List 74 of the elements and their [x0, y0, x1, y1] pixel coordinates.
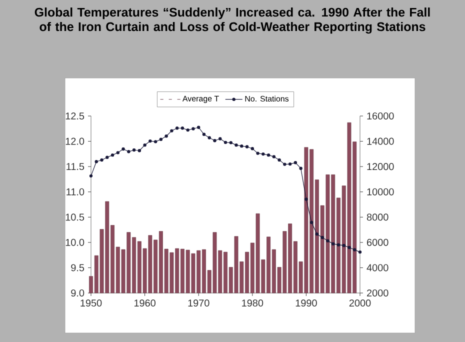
point [234, 143, 238, 147]
y-tick-label: 11.0 [66, 188, 84, 196]
point [336, 243, 340, 246]
point [250, 147, 254, 150]
point [304, 198, 308, 201]
y-tick-label: 12.0 [66, 138, 84, 145]
y-tick-label: 9.0 [71, 289, 84, 297]
point [159, 138, 163, 141]
point [170, 129, 174, 132]
y-tick-label: 10.0 [66, 238, 84, 246]
point [262, 152, 265, 156]
point [353, 248, 356, 252]
y2-tick-label: 6000 [367, 238, 388, 246]
point [148, 139, 152, 143]
point [342, 244, 346, 248]
point [294, 161, 298, 164]
y-tick-label: 9.5 [71, 264, 84, 272]
x-tick-label: 1990 [296, 300, 317, 307]
y2-tick-label: 8000 [366, 214, 388, 221]
point [266, 153, 270, 157]
point [245, 145, 249, 148]
y2-tick-label: 10000 [367, 188, 394, 196]
point [278, 158, 281, 162]
point [164, 134, 168, 138]
point [192, 127, 195, 130]
point [122, 147, 125, 151]
point [240, 144, 244, 148]
point [143, 143, 146, 147]
chart-title: Global Temperatures “Suddenly” Increased ca. 1990 After the Fall of the Iron Curtain and Loss of Cold-Weather Reporting Stations [34, 8, 430, 34]
point [288, 162, 292, 166]
point [110, 153, 114, 157]
point [100, 158, 104, 162]
point [154, 140, 158, 144]
x-tick-label: 1970 [188, 300, 210, 307]
y-tick-label: 12.5 [66, 112, 84, 120]
point [256, 152, 260, 155]
point [138, 149, 142, 152]
point [186, 128, 190, 132]
x-tick-label: 1960 [134, 300, 156, 307]
point [116, 151, 120, 154]
point [310, 220, 314, 224]
y2-tick-label: 12000 [367, 163, 394, 170]
point [218, 137, 222, 140]
point [89, 174, 93, 178]
point [224, 140, 228, 144]
point [180, 126, 184, 130]
x-tick-label: 1980 [242, 300, 264, 307]
point [320, 236, 324, 240]
y2-tick-label: 4000 [366, 264, 388, 272]
y2-tick-label: 16000 [367, 112, 394, 120]
point [208, 136, 211, 140]
point [175, 126, 179, 130]
point [106, 156, 109, 159]
point [272, 155, 276, 158]
y-tick-label: 10.5 [66, 214, 84, 221]
point [315, 232, 319, 236]
y2-tick-label: 14000 [367, 138, 394, 145]
y2-tick-label: 2000 [367, 289, 388, 297]
point [299, 166, 302, 170]
x-tick-label: 2000 [349, 300, 371, 307]
point [229, 141, 232, 144]
y-tick-label: 11.5 [66, 163, 84, 170]
point [332, 242, 335, 246]
point [348, 246, 351, 250]
point [94, 160, 98, 164]
point [202, 132, 206, 136]
x-tick-label: 1950 [80, 300, 102, 307]
point [127, 150, 130, 154]
point [213, 139, 216, 142]
point [132, 148, 136, 152]
point [326, 239, 330, 242]
point [358, 250, 362, 254]
point [197, 126, 200, 129]
point [283, 162, 286, 166]
